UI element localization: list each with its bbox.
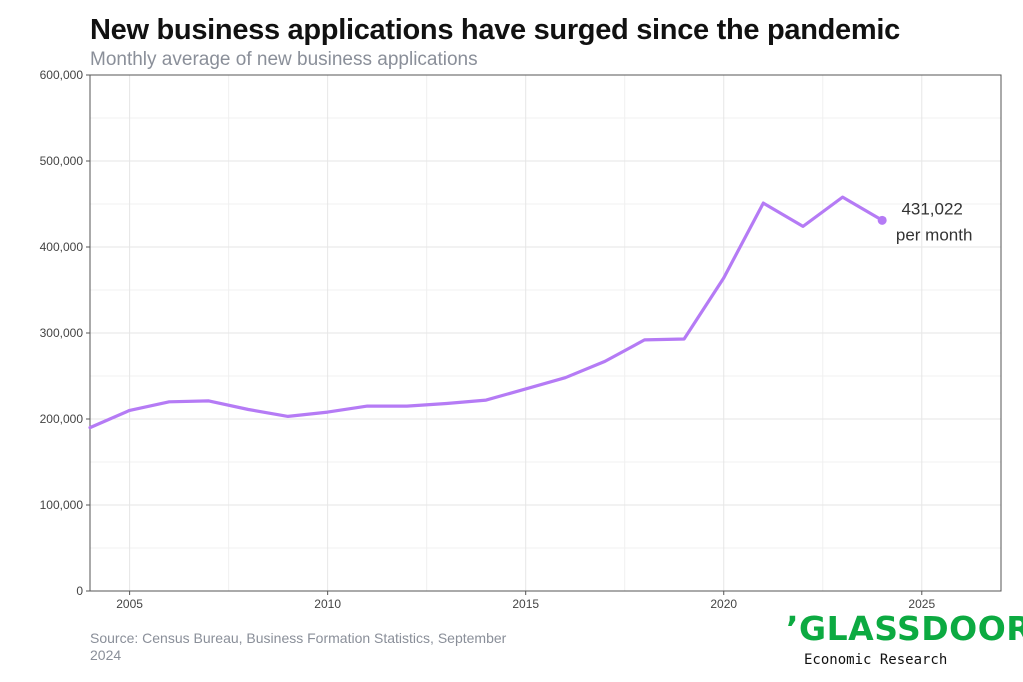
y-tick-label: 0 xyxy=(76,584,83,598)
annotation-value: 431,022 xyxy=(901,199,962,218)
x-tick-label: 2015 xyxy=(512,597,539,611)
plot-frame xyxy=(89,74,1002,592)
x-tick-label: 2025 xyxy=(908,597,935,611)
x-tick-label: 2010 xyxy=(314,597,341,611)
y-tick-label: 100,000 xyxy=(40,498,84,512)
x-tick-label: 2020 xyxy=(710,597,737,611)
y-tick-label: 500,000 xyxy=(40,154,84,168)
annotation-unit: per month xyxy=(896,225,973,244)
chart-subtitle: Monthly average of new business applicat… xyxy=(90,49,478,70)
y-tick-label: 600,000 xyxy=(40,68,84,82)
y-tick-label: 200,000 xyxy=(40,412,84,426)
y-axis-ticks: 0 100,000 200,000 300,000 400,000 500,000 600,… xyxy=(40,68,90,598)
y-tick-label: 300,000 xyxy=(40,326,84,340)
series-line xyxy=(88,195,884,430)
source-note: Source: Census Bureau, Business Formatio… xyxy=(90,630,507,663)
x-tick-label: 2005 xyxy=(116,597,143,611)
logo-wordmark: ’GLASSDOOR xyxy=(786,609,1023,648)
glassdoor-logo: ’GLASSDOOR Economic Research xyxy=(786,609,1023,669)
logo-tagline: Economic Research xyxy=(804,652,948,668)
chart-title: New business applications have surged si… xyxy=(90,14,900,46)
y-tick-label: 400,000 xyxy=(40,240,84,254)
x-axis-ticks: 2005 2010 2015 2020 2025 xyxy=(116,591,935,611)
grid-major xyxy=(90,74,1001,592)
endpoint-marker xyxy=(877,215,887,225)
data-points xyxy=(877,215,887,225)
